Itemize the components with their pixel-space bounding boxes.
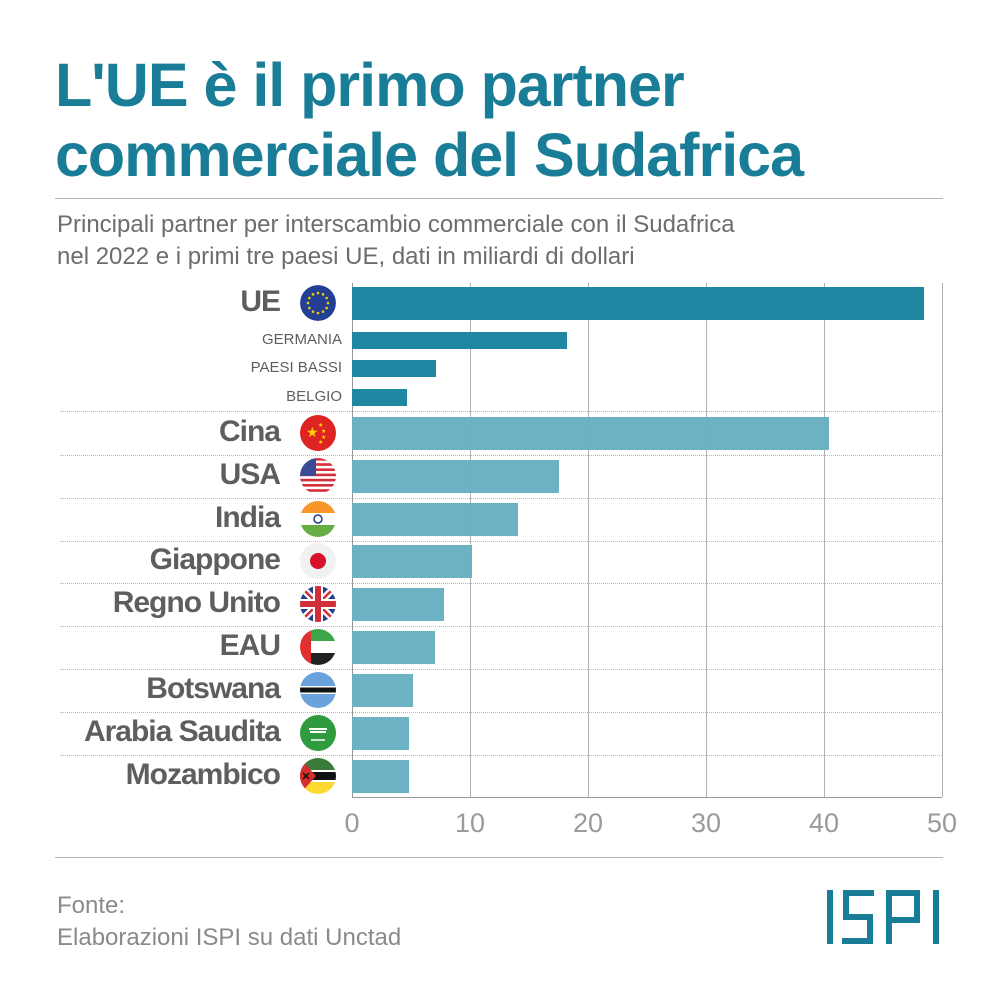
title-line-1: L'UE è il primo partner (55, 51, 685, 119)
svg-text:★: ★ (321, 434, 326, 441)
row-separator (60, 626, 942, 627)
svg-text:★: ★ (318, 422, 323, 429)
category-label: EAU (219, 629, 281, 662)
category-label: BELGIO (286, 388, 342, 405)
ispi-logo (827, 890, 939, 944)
bar (352, 286, 925, 320)
bar (352, 331, 567, 349)
gridline (824, 283, 825, 797)
bar (352, 759, 409, 793)
bar (352, 587, 445, 621)
row-separator (60, 755, 942, 756)
gridline (470, 283, 471, 797)
category-label: USA (219, 458, 281, 491)
category-label: Cina (218, 415, 281, 448)
y-axis (352, 283, 353, 797)
gridline (942, 283, 943, 797)
mozambique-flag-icon (300, 758, 336, 794)
category-label: India (214, 501, 281, 534)
category-label: Botswana (146, 672, 281, 705)
gridline (588, 283, 589, 797)
bar (352, 716, 409, 750)
china-flag-icon: ★ ★ ★ ★ ★ (300, 415, 336, 451)
bar (352, 388, 408, 406)
category-label: UE (240, 285, 281, 318)
x-tick-label: 30 (690, 808, 722, 838)
usa-flag-icon (300, 458, 336, 494)
source-text: Elaborazioni ISPI su dati Unctad (57, 924, 402, 951)
saudi-arabia-flag-icon (300, 715, 336, 751)
x-tick-label: 50 (926, 808, 958, 838)
x-tick-label: 20 (572, 808, 604, 838)
svg-text:★: ★ (306, 424, 319, 440)
bar (352, 459, 559, 493)
japan-flag-icon (300, 543, 336, 579)
subtitle-line-1: Principali partner per interscambio comm… (57, 211, 735, 238)
uk-flag-icon (300, 586, 336, 622)
bar (352, 544, 473, 578)
x-tick-label: 40 (808, 808, 840, 838)
x-axis (352, 797, 942, 798)
bar (352, 630, 435, 664)
category-label: Regno Unito (112, 586, 281, 619)
uae-flag-icon (300, 629, 336, 665)
eu-flag-icon (300, 285, 336, 321)
divider (55, 198, 943, 199)
row-separator (60, 669, 942, 670)
row-separator (60, 411, 942, 412)
category-label: GERMANIA (261, 331, 342, 348)
india-flag-icon (300, 501, 336, 537)
source-label: Fonte: (57, 892, 126, 919)
bar (352, 416, 829, 450)
divider (55, 857, 943, 858)
svg-text:★: ★ (321, 428, 326, 435)
row-separator (60, 583, 942, 584)
row-separator (60, 455, 942, 456)
category-label: Arabia Saudita (83, 715, 281, 748)
bar (352, 502, 519, 536)
category-label: Giappone (149, 543, 281, 576)
bar (352, 673, 414, 707)
gridline (706, 283, 707, 797)
subtitle-line-2: nel 2022 e i primi tre paesi UE, dati in… (57, 243, 635, 270)
row-separator (60, 541, 942, 542)
category-label: Mozambico (125, 758, 281, 791)
x-tick-label: 10 (454, 808, 486, 838)
svg-text:★: ★ (318, 439, 323, 446)
x-tick-label: 0 (344, 808, 360, 838)
botswana-flag-icon (300, 672, 336, 708)
bar (352, 359, 436, 377)
row-separator (60, 498, 942, 499)
row-separator (60, 712, 942, 713)
title-line-2: commerciale del Sudafrica (55, 121, 804, 189)
category-label: PAESI BASSI (250, 359, 342, 376)
